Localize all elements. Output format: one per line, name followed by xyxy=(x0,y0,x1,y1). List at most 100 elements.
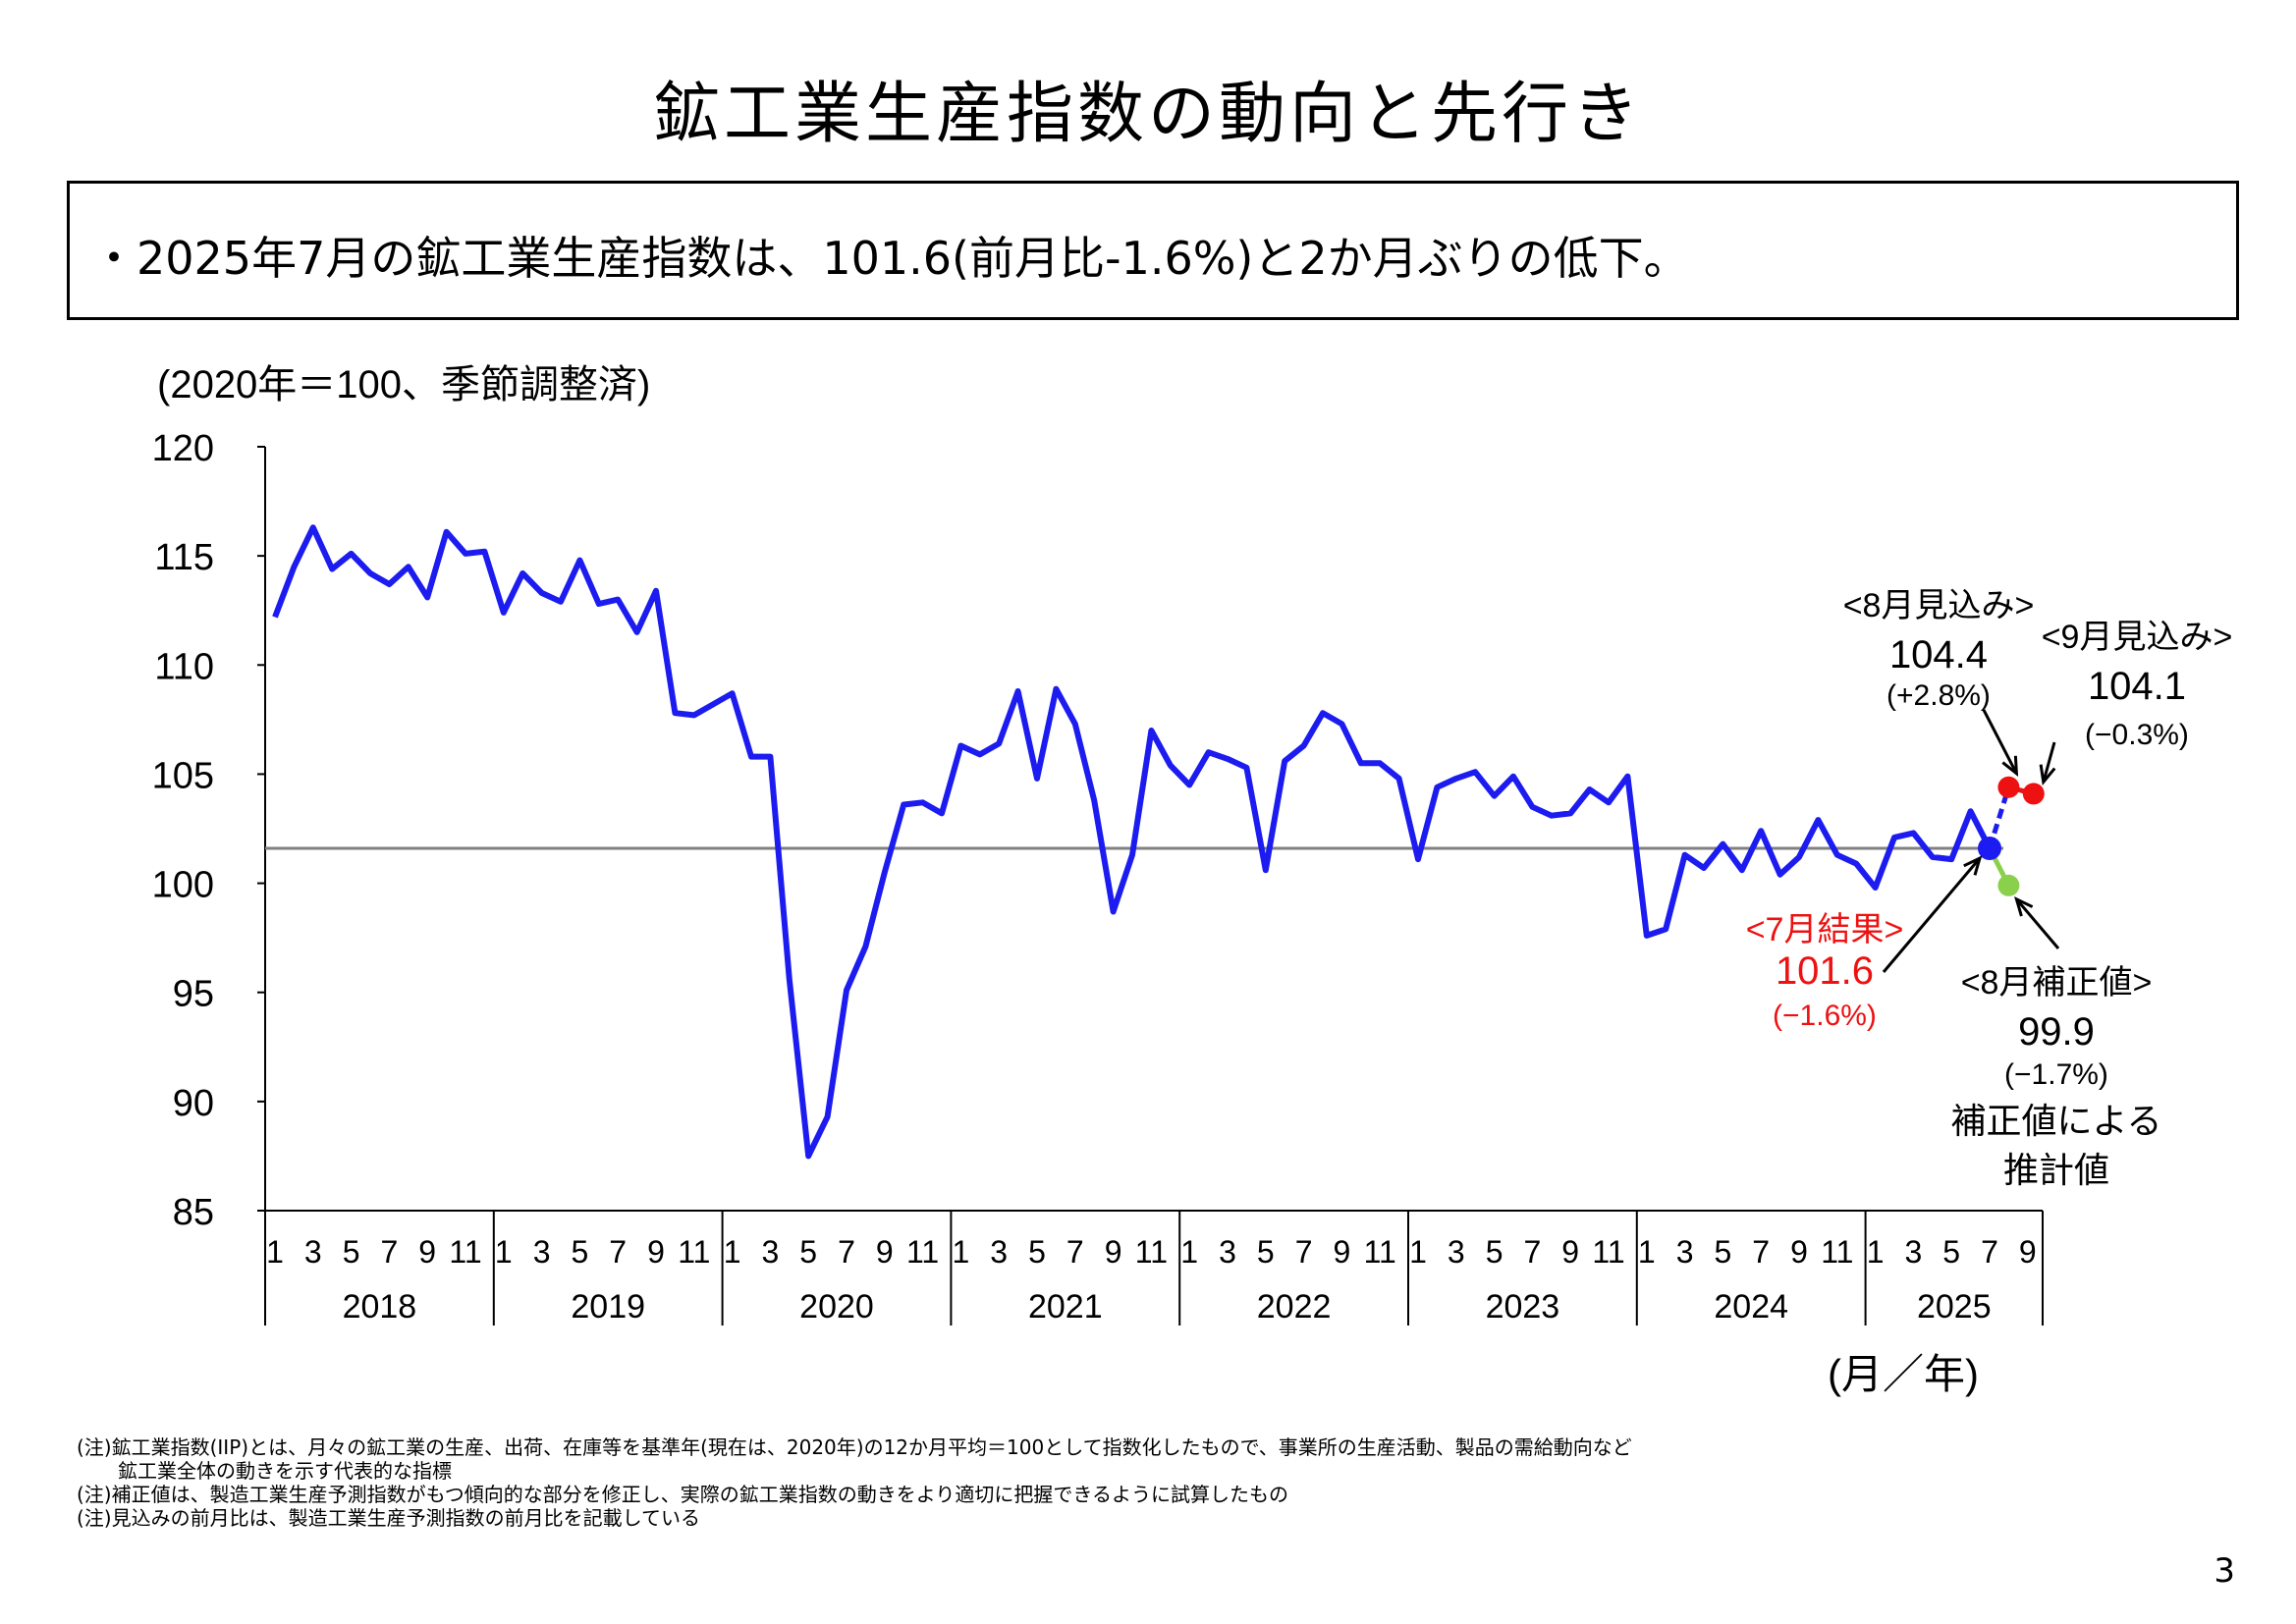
x-year-label-2019: 2019 xyxy=(571,1288,645,1326)
x-month-label: 9 xyxy=(647,1234,665,1270)
y-tick-label-105: 105 xyxy=(152,755,214,796)
x-month-label: 7 xyxy=(1524,1234,1542,1270)
y-tick-label-90: 90 xyxy=(173,1083,214,1124)
x-month-label: 3 xyxy=(1219,1234,1236,1270)
x-month-label: 9 xyxy=(1790,1234,1808,1270)
x-month-label: 1 xyxy=(266,1234,284,1270)
sep-forecast-label: <9月見込み> xyxy=(2042,619,2233,656)
x-year-label-2023: 2023 xyxy=(1486,1288,1560,1326)
x-month-label: 9 xyxy=(418,1234,436,1270)
x-month-label: 1 xyxy=(495,1234,513,1270)
page-title: 鉱工業生産指数の動向と先行き xyxy=(652,76,1643,153)
aug-corrected-desc-2: 推計値 xyxy=(2003,1150,2109,1190)
y-tick-label-110: 110 xyxy=(154,646,214,687)
y-tick-label-100: 100 xyxy=(152,865,214,906)
x-month-label: 5 xyxy=(343,1234,360,1270)
note-1-cont: 鉱工業全体の動きを示す代表的な指標 xyxy=(118,1459,452,1483)
aug-corrected-change: (−1.7%) xyxy=(2004,1058,2108,1091)
x-month-label: 5 xyxy=(799,1234,817,1270)
x-month-label: 11 xyxy=(1821,1234,1853,1270)
x-month-label: 11 xyxy=(1592,1234,1624,1270)
x-month-label: 3 xyxy=(990,1234,1008,1270)
aug-corrected-value: 99.9 xyxy=(2018,1010,2095,1054)
summary-text: ・2025年7月の鉱工業生産指数は、101.6(前月比-1.6%)と2か月ぶりの… xyxy=(91,232,1689,285)
x-month-label: 5 xyxy=(572,1234,589,1270)
x-month-label: 5 xyxy=(1715,1234,1732,1270)
x-month-label: 7 xyxy=(1066,1234,1084,1270)
x-month-label: 11 xyxy=(906,1234,939,1270)
aug-corrected-label: <8月補正値> xyxy=(1961,964,2153,1001)
x-month-label: 9 xyxy=(1105,1234,1122,1270)
x-month-label: 11 xyxy=(678,1234,710,1270)
series-line xyxy=(272,524,1993,1160)
jul-result-label: <7月結果> xyxy=(1746,911,1904,948)
x-month-label: 1 xyxy=(1180,1234,1198,1270)
x-month-label: 11 xyxy=(449,1234,481,1270)
x-month-label: 7 xyxy=(1752,1234,1770,1270)
arrow-sep-forecast xyxy=(2042,741,2056,783)
x-month-label: 3 xyxy=(1448,1234,1465,1270)
y-tick-label-115: 115 xyxy=(154,537,214,578)
x-year-label-2018: 2018 xyxy=(343,1288,417,1326)
x-year-label-2021: 2021 xyxy=(1028,1288,1103,1326)
x-month-label: 9 xyxy=(876,1234,894,1270)
x-month-label: 1 xyxy=(953,1234,970,1270)
corrected-marker-aug xyxy=(1997,874,2020,896)
arrow-aug-corrected-head xyxy=(2014,895,2034,917)
note-1: (注)鉱工業指数(IIP)とは、月々の鉱工業の生産、出荷、在庫等を基準年(現在は… xyxy=(77,1435,1632,1459)
x-axis-unit-label: (月／年) xyxy=(1828,1351,1979,1397)
x-month-label: 11 xyxy=(1135,1234,1168,1270)
arrow-aug-corrected xyxy=(2015,897,2060,949)
note-3: (注)見込みの前月比は、製造工業生産予測指数の前月比を記載している xyxy=(77,1506,701,1530)
aug-forecast-value: 104.4 xyxy=(1889,633,1988,677)
x-year-label-2020: 2020 xyxy=(799,1288,874,1326)
x-month-label: 5 xyxy=(1942,1234,1960,1270)
sep-forecast-value: 104.1 xyxy=(2088,665,2186,708)
x-month-label: 1 xyxy=(1867,1234,1885,1270)
x-month-label: 5 xyxy=(1028,1234,1046,1270)
x-month-label: 7 xyxy=(381,1234,399,1270)
result-marker-jul xyxy=(1978,837,2001,861)
aug-forecast-label: <8月見込み> xyxy=(1843,587,2035,624)
x-year-label-2022: 2022 xyxy=(1257,1288,1332,1326)
x-month-label: 9 xyxy=(1334,1234,1351,1270)
jul-result-change: (−1.6%) xyxy=(1773,1000,1877,1032)
jul-result-value: 101.6 xyxy=(1776,949,1874,993)
y-tick-label-85: 85 xyxy=(173,1192,214,1233)
x-month-label: 7 xyxy=(1295,1234,1313,1270)
arrow-aug-forecast xyxy=(1982,709,2018,775)
x-month-label: 3 xyxy=(533,1234,551,1270)
y-tick-label-95: 95 xyxy=(173,974,214,1015)
note-2: (注)補正値は、製造工業生産予測指数がもつ傾向的な部分を修正し、実際の鉱工業指数… xyxy=(77,1483,1289,1506)
x-month-label: 7 xyxy=(609,1234,627,1270)
aug-forecast-change: (+2.8%) xyxy=(1886,679,1991,712)
x-month-label: 5 xyxy=(1257,1234,1275,1270)
x-year-label-2025: 2025 xyxy=(1917,1288,1992,1326)
x-month-label: 9 xyxy=(1561,1234,1579,1270)
page-number: 3 xyxy=(2214,1551,2235,1591)
x-month-label: 1 xyxy=(1638,1234,1656,1270)
forecast-marker-aug xyxy=(1997,776,2020,798)
x-year-label-2024: 2024 xyxy=(1714,1288,1788,1326)
arrow-aug-forecast-head xyxy=(2001,755,2019,778)
y-unit-label: (2020年＝100、季節調整済) xyxy=(157,363,650,406)
sep-forecast-change: (−0.3%) xyxy=(2085,719,2189,751)
arrow-jul-result xyxy=(1882,857,1982,973)
x-month-label: 3 xyxy=(304,1234,322,1270)
x-month-label: 9 xyxy=(2019,1234,2037,1270)
x-month-label: 1 xyxy=(724,1234,741,1270)
arrow-jul-result-head xyxy=(1963,855,1983,876)
forecast-marker-sep xyxy=(2022,783,2045,805)
x-month-label: 7 xyxy=(1981,1234,1998,1270)
x-month-label: 7 xyxy=(838,1234,855,1270)
y-tick-label-120: 120 xyxy=(152,428,214,469)
arrow-sep-forecast-head xyxy=(2039,764,2056,785)
aug-corrected-desc-1: 補正値による xyxy=(1951,1101,2162,1141)
x-month-label: 5 xyxy=(1486,1234,1503,1270)
x-month-label: 11 xyxy=(1364,1234,1396,1270)
x-month-label: 3 xyxy=(1676,1234,1694,1270)
summary-box: ・2025年7月の鉱工業生産指数は、101.6(前月比-1.6%)と2か月ぶりの… xyxy=(67,181,2239,320)
x-month-label: 3 xyxy=(1905,1234,1923,1270)
x-month-label: 3 xyxy=(762,1234,780,1270)
